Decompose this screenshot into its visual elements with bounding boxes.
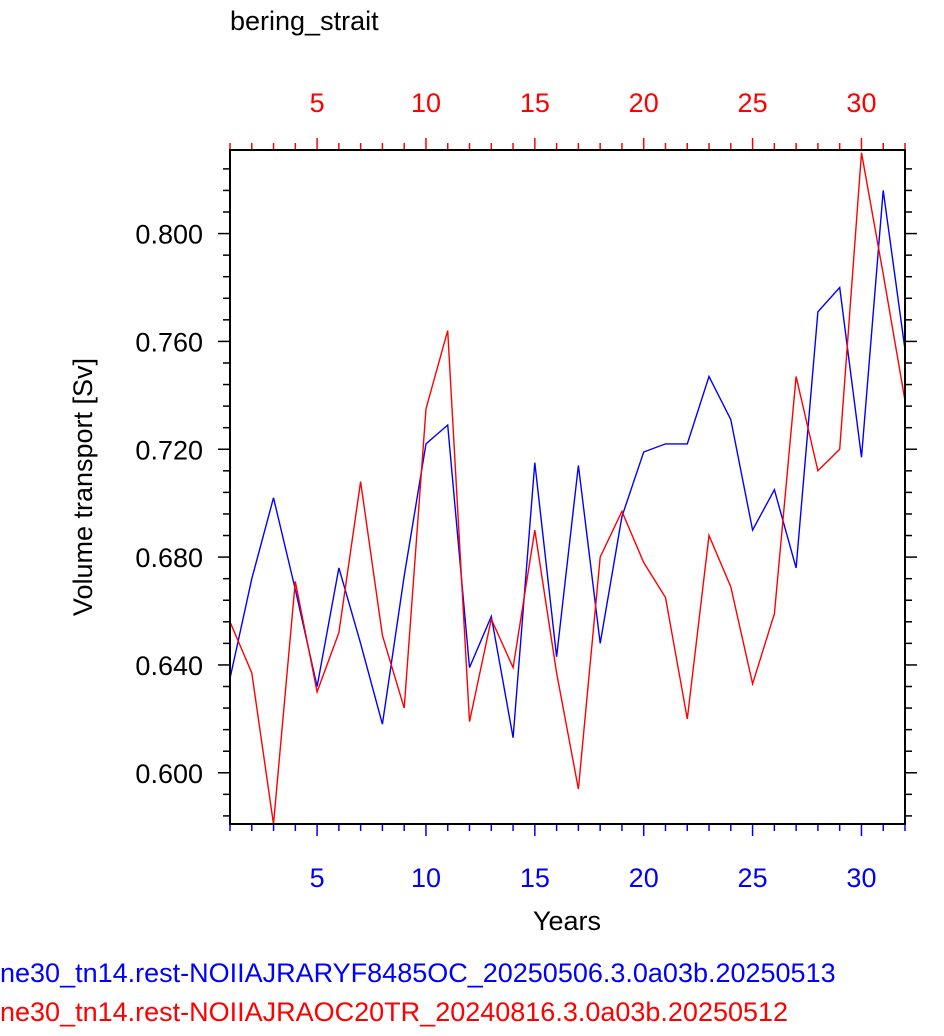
x-tick-label-bottom: 30 [846,863,876,893]
y-tick-label: 0.800 [135,220,203,250]
y-tick-label: 0.760 [135,327,203,357]
caption-blue-run: ne30_tn14.rest-NOIIAJRARYF8485OC_2025050… [0,958,944,988]
y-tick-label: 0.680 [135,543,203,573]
x-axis-label: Years [533,906,601,936]
plot-area [229,152,906,825]
tick-labels: 5 5 10 10 15 15 20 20 25 25 30 30 0.600 0.640 0.680 0.7… [135,88,876,893]
plot-frame [229,149,906,825]
x-tick-label-bottom: 10 [411,863,441,893]
x-tick-label-bottom: 5 [310,863,325,893]
x-tick-label-bottom: 25 [738,863,768,893]
x-tick-label-top: 15 [520,88,550,118]
y-tick-label: 0.640 [135,651,203,681]
x-tick-label-top: 5 [310,88,325,118]
x-tick-label-top: 25 [738,88,768,118]
series-line-red [229,152,906,825]
y-axis-label: Volume transport [Sv] [68,358,98,616]
x-tick-label-bottom: 15 [520,863,550,893]
y-tick-label: 0.720 [135,435,203,465]
series-line-blue [229,190,906,738]
x-tick-label-top: 20 [629,88,659,118]
y-tick-label: 0.600 [135,759,203,789]
axis-ticks [218,138,917,836]
x-tick-label-bottom: 20 [629,863,659,893]
caption-blue-text: ne30_tn14.rest-NOIIAJRARYF8485OC_2025050… [0,958,836,988]
x-tick-label-top: 10 [411,88,441,118]
chart-title: bering_strait [230,6,379,36]
caption-red-text: ne30_tn14.rest-NOIIAJRAOC20TR_20240816.3… [0,997,789,1027]
caption-red-run: ne30_tn14.rest-NOIIAJRAOC20TR_20240816.3… [0,997,944,1027]
x-tick-label-top: 30 [846,88,876,118]
